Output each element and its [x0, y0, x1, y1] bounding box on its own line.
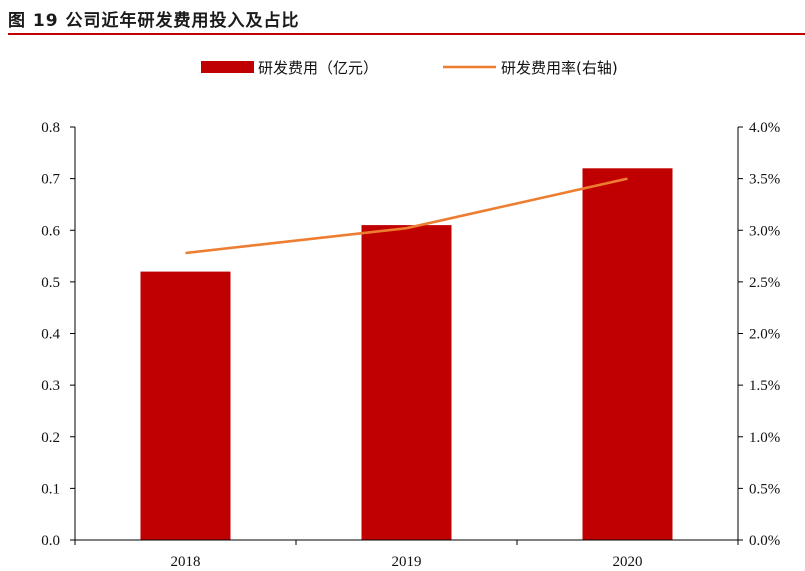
- right-tick-label: 4.0%: [749, 120, 780, 136]
- legend-label-bar: 研发费用（亿元）: [258, 59, 378, 77]
- right-tick-label: 1.0%: [749, 430, 780, 446]
- x-tick-label: 2018: [171, 554, 201, 570]
- right-tick-label: 1.5%: [749, 378, 780, 394]
- right-tick-label: 2.5%: [749, 275, 780, 291]
- left-tick-label: 0.6: [41, 223, 60, 239]
- legend-label-line: 研发费用率(右轴): [501, 59, 618, 77]
- right-tick-label: 0.0%: [749, 533, 780, 549]
- figure-title: 图 19 公司近年研发费用投入及占比: [8, 11, 300, 31]
- title-divider: [8, 33, 805, 35]
- left-tick-label: 0.5: [41, 275, 60, 291]
- right-tick-label: 3.0%: [749, 223, 780, 239]
- left-tick-label: 0.3: [41, 378, 60, 394]
- bar-2020: [582, 168, 673, 541]
- figure-header: 图 19 公司近年研发费用投入及占比: [8, 2, 805, 38]
- right-tick-label: 3.5%: [749, 172, 780, 188]
- left-tick-label: 0.7: [41, 172, 60, 188]
- x-tick-label: 2019: [392, 554, 422, 570]
- right-tick-label: 0.5%: [749, 481, 780, 497]
- x-tick-label: 2020: [613, 554, 643, 570]
- bar-2019: [361, 225, 452, 540]
- left-tick-label: 0.8: [41, 120, 60, 136]
- legend-swatch-bar: [201, 61, 254, 73]
- left-tick-label: 0.0: [41, 533, 60, 549]
- right-tick-label: 2.0%: [749, 327, 780, 343]
- left-tick-label: 0.2: [41, 430, 60, 446]
- bar-2018: [140, 271, 231, 540]
- left-tick-label: 0.4: [41, 327, 60, 343]
- left-tick-label: 0.1: [41, 481, 60, 497]
